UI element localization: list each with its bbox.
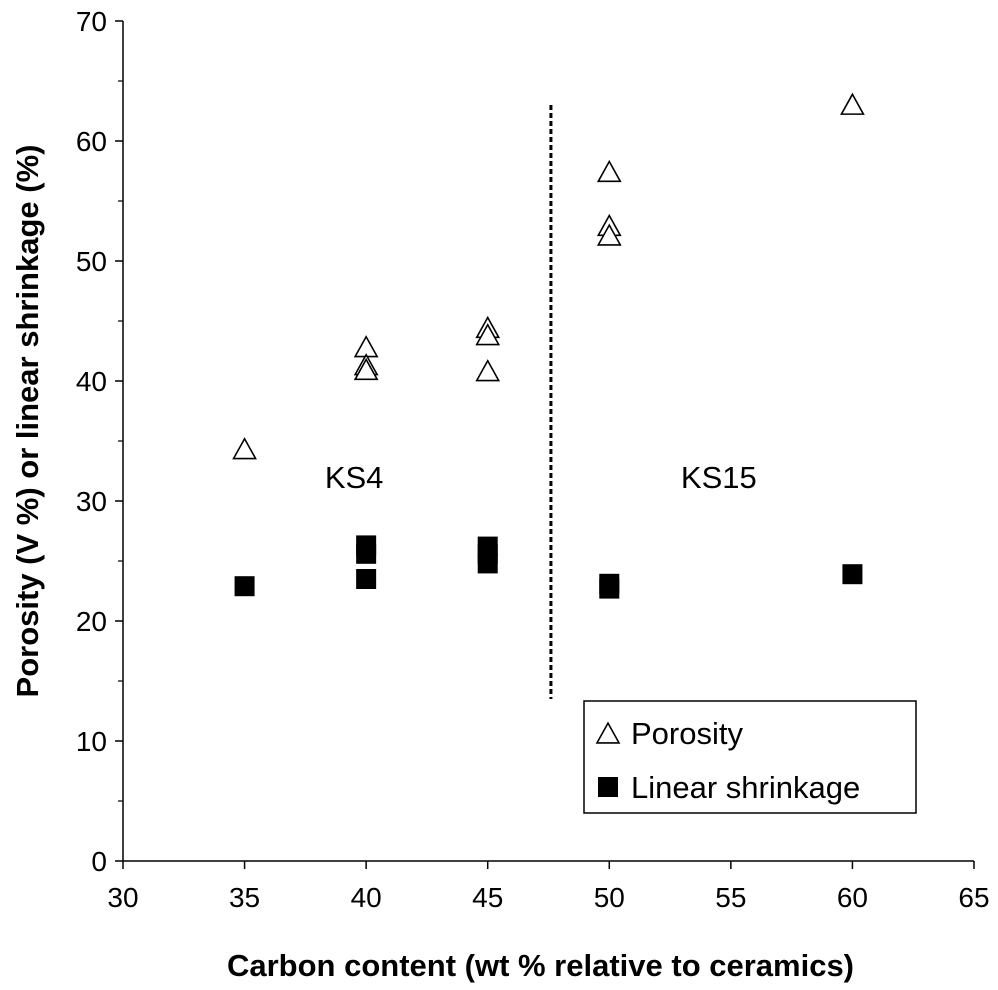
porosity-point bbox=[840, 92, 865, 115]
y-tick-label: 70 bbox=[76, 6, 107, 37]
linear-shrinkage-point bbox=[356, 543, 377, 564]
x-tick-label: 65 bbox=[958, 882, 989, 913]
porosity-point bbox=[596, 223, 622, 246]
y-tick-label: 50 bbox=[76, 246, 107, 277]
porosity-point bbox=[353, 357, 379, 381]
linear-shrinkage-point bbox=[356, 569, 377, 589]
linear-shrinkage-point bbox=[599, 578, 620, 599]
x-tick-label: 40 bbox=[351, 882, 382, 913]
x-tick-label: 45 bbox=[472, 882, 503, 913]
legend-porosity-marker bbox=[595, 721, 621, 744]
legend-label-porosity: Porosity bbox=[631, 716, 743, 751]
porosity-point bbox=[475, 359, 501, 382]
x-tick-label: 50 bbox=[594, 882, 625, 913]
y-tick-label: 0 bbox=[91, 846, 107, 877]
legend-linear-shrinkage-marker bbox=[598, 777, 618, 797]
x-tick-label: 60 bbox=[837, 882, 868, 913]
porosity-point bbox=[596, 159, 622, 183]
legend-label-linear-shrinkage: Linear shrinkage bbox=[631, 770, 860, 805]
y-tick-label: 40 bbox=[76, 366, 107, 397]
linear-shrinkage-point bbox=[234, 576, 255, 597]
x-tick-label: 35 bbox=[229, 882, 260, 913]
linear-shrinkage-point bbox=[477, 553, 498, 574]
porosity-point bbox=[475, 323, 501, 346]
y-axis-title: Porosity (V %) or linear shrinkage (%) bbox=[10, 145, 45, 698]
linear-shrinkage-point bbox=[842, 564, 863, 585]
y-tick-label: 30 bbox=[76, 486, 107, 517]
region-label-ks4: KS4 bbox=[325, 460, 384, 495]
y-tick-label: 60 bbox=[76, 126, 107, 157]
y-tick-label: 20 bbox=[76, 606, 107, 637]
x-axis-title: Carbon content (wt % relative to ceramic… bbox=[227, 948, 854, 983]
legend-box bbox=[583, 700, 917, 814]
y-tick-label: 10 bbox=[76, 726, 107, 757]
x-tick-label: 30 bbox=[107, 882, 138, 913]
x-tick-label: 55 bbox=[715, 882, 746, 913]
porosity-point bbox=[232, 437, 257, 460]
region-label-ks15: KS15 bbox=[681, 460, 757, 495]
